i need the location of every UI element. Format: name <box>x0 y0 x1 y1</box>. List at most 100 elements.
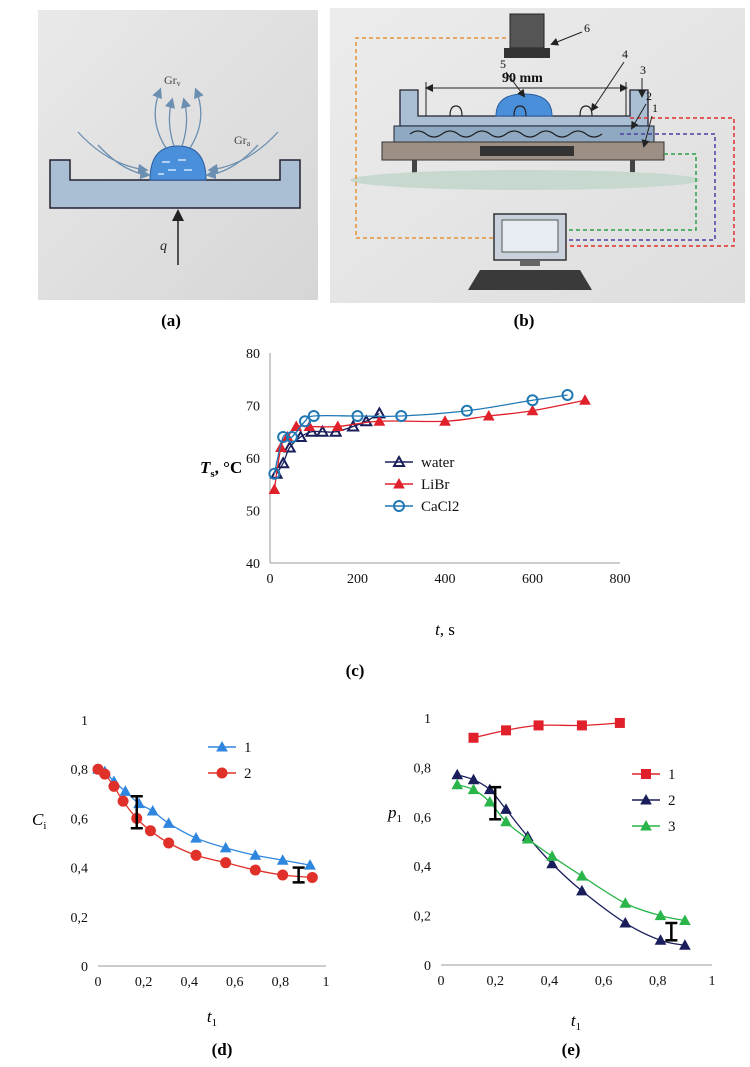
data-point <box>526 394 539 407</box>
callout-1: 1 <box>652 101 658 115</box>
chart-e: 0 0,2 0,4 0,6 0,8 1 0 0,2 0,4 0,6 0,8 1 p1 t1 1 2 3 <box>387 712 716 1033</box>
legend-entry: CaCl2 <box>385 499 459 515</box>
legend-label: 3 <box>668 819 676 835</box>
y-tick-label: 0,6 <box>71 812 89 827</box>
series-water <box>269 406 387 479</box>
x-tick-label: 0 <box>438 974 445 989</box>
data-point <box>293 429 308 442</box>
y-tick-label: 50 <box>246 505 260 520</box>
data-point <box>99 768 111 780</box>
chart-d: 0 0,2 0,4 0,6 0,8 1 0 0,2 0,4 0,6 0,8 1 Ci t1 1 2 <box>32 714 330 1029</box>
data-point <box>146 804 159 816</box>
data-point <box>521 833 534 844</box>
data-point <box>579 394 591 405</box>
data-point <box>249 849 262 860</box>
data-point <box>526 404 539 416</box>
data-point <box>546 857 558 869</box>
data-point <box>468 732 479 743</box>
series-2 <box>451 768 691 950</box>
y-tick-label: 0,2 <box>414 910 432 925</box>
data-point <box>451 768 464 780</box>
data-point <box>373 415 386 426</box>
dimension-label: 90 mm <box>502 71 543 86</box>
leg-left <box>412 160 417 174</box>
power-block <box>480 146 574 156</box>
legend-label: 1 <box>244 740 252 756</box>
series-line <box>276 412 380 475</box>
y-tick-label: 0 <box>424 959 431 974</box>
data-point <box>614 717 625 728</box>
error-bar <box>130 795 143 830</box>
y-tick-label: 0,4 <box>71 862 89 877</box>
data-point <box>501 725 512 736</box>
legend-label: 2 <box>668 793 676 809</box>
data-point <box>679 939 691 950</box>
x-tick-label: 800 <box>610 572 631 587</box>
table-surface <box>350 170 700 190</box>
data-point <box>576 720 587 731</box>
series-line <box>97 768 311 866</box>
callout-5: 5 <box>500 57 506 71</box>
error-bar <box>665 921 678 942</box>
data-point <box>190 832 202 843</box>
data-point <box>654 934 667 945</box>
data-point <box>351 410 364 422</box>
x-tick-label: 1 <box>709 974 716 989</box>
camera-lens <box>504 48 550 58</box>
leg-right <box>630 160 635 174</box>
legend-entry: water <box>385 454 454 471</box>
data-point <box>395 410 408 422</box>
label-grv: Grv <box>164 73 181 88</box>
x-tick-label: 200 <box>347 572 368 587</box>
callout-6: 6 <box>584 21 590 35</box>
data-point <box>285 431 298 443</box>
chart-c: 0 200 400 600 800 40 50 60 70 80 Ts, °C t, s water Li… <box>200 347 631 639</box>
y-tick-label: 60 <box>246 452 260 467</box>
data-point <box>500 815 512 827</box>
y-tick-label: 80 <box>246 347 260 362</box>
data-point <box>268 483 281 494</box>
data-point <box>117 795 129 807</box>
legend-marker <box>640 793 652 805</box>
data-point <box>119 785 132 796</box>
y-tick-label: 0,8 <box>71 763 89 778</box>
legend-marker <box>216 767 228 779</box>
data-point <box>359 414 373 427</box>
legend-marker <box>641 769 651 779</box>
series-1 <box>468 717 625 743</box>
data-point <box>460 404 473 417</box>
y-axis-label: p1 <box>387 803 402 825</box>
panel-a-diagram: Grv Gra q <box>38 10 318 300</box>
y-tick-label: 40 <box>246 557 260 572</box>
x-tick-label: 0,6 <box>595 974 613 989</box>
callout-3: 3 <box>640 63 646 77</box>
x-axis-label: t1 <box>207 1007 217 1029</box>
y-tick-label: 0 <box>81 960 88 975</box>
data-point <box>546 850 558 861</box>
legend-label: water <box>421 455 454 471</box>
series-line <box>457 774 686 946</box>
x-tick-label: 0,8 <box>649 974 667 989</box>
series-CaCl2 <box>268 389 574 480</box>
x-tick-label: 600 <box>522 572 543 587</box>
data-point <box>190 849 202 861</box>
dish <box>49 159 301 209</box>
y-tick-label: 0,4 <box>414 860 432 875</box>
legend-marker <box>393 500 405 512</box>
legend-entry: 2 <box>632 793 676 809</box>
x-tick-label: 0,6 <box>226 975 244 990</box>
x-axis-label: t, s <box>435 620 455 639</box>
data-point <box>282 440 297 453</box>
data-point <box>306 871 318 883</box>
y-axis-label: Ci <box>32 810 46 832</box>
y-tick-label: 1 <box>424 712 431 727</box>
data-point <box>163 837 175 849</box>
x-tick-label: 0,4 <box>180 975 198 990</box>
x-tick-label: 0 <box>267 572 274 587</box>
data-point <box>315 424 330 437</box>
callout-leaders <box>505 31 653 148</box>
monitor-stand <box>520 260 540 266</box>
caption-e: (e) <box>561 1040 581 1059</box>
heater-plate <box>393 125 655 143</box>
data-point <box>220 857 232 869</box>
